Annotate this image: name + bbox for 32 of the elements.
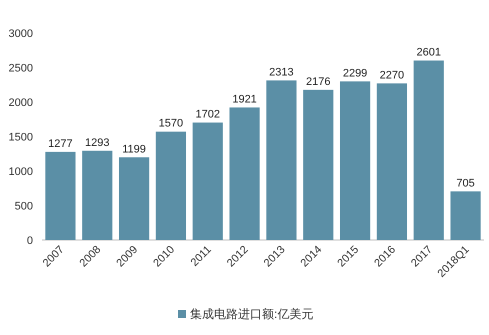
y-tick-label: 0 — [26, 235, 33, 247]
bar — [192, 122, 223, 240]
bar — [303, 90, 334, 240]
y-tick-label: 3000 — [8, 28, 33, 40]
data-label: 1702 — [196, 108, 220, 121]
data-label: 1921 — [232, 93, 257, 106]
bar — [45, 152, 76, 240]
y-tick-label: 1500 — [8, 132, 33, 144]
bar — [156, 132, 186, 240]
data-label: 2270 — [380, 69, 404, 82]
bar — [376, 83, 408, 240]
bar — [118, 157, 150, 240]
data-label: 2299 — [342, 67, 368, 80]
bar — [266, 80, 297, 240]
data-label: 1570 — [158, 118, 184, 130]
y-tick-label: 2500 — [8, 62, 33, 74]
data-label: 2176 — [306, 76, 330, 88]
bar — [340, 81, 370, 240]
data-label: 1277 — [48, 138, 73, 150]
y-tick-label: 2000 — [8, 97, 33, 109]
bar — [229, 107, 260, 240]
data-label: 1293 — [85, 136, 110, 149]
legend-label: 集成电路进口额:亿美元 — [190, 307, 314, 321]
data-label: 1199 — [122, 143, 146, 156]
y-tick-label: 500 — [14, 200, 33, 212]
bar — [450, 191, 481, 240]
data-label: 705 — [456, 177, 475, 190]
y-tick-label: 1000 — [8, 166, 33, 178]
bar — [414, 60, 444, 240]
data-label: 2601 — [416, 46, 441, 59]
bar — [82, 150, 112, 240]
data-label: 2313 — [269, 66, 294, 78]
